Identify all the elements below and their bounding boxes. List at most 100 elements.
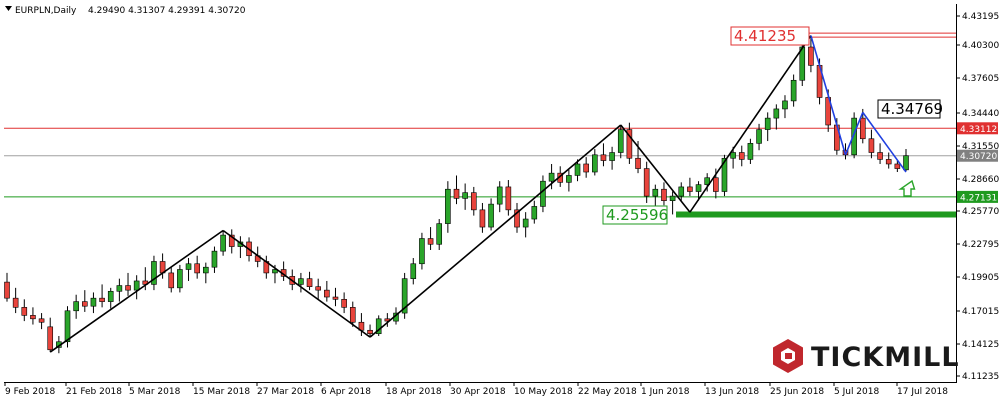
bull-candle [764,117,771,130]
y-tick-label: 4.40300 [962,41,999,51]
bear-candle [324,289,330,298]
y-tick-label: 4.28660 [962,175,999,185]
bear-candle [4,281,10,299]
y-tick-label: 4.22795 [962,240,999,250]
bear-candle [626,129,633,159]
x-tick-label: 25 Jun 2018 [770,387,824,397]
candles [4,35,909,354]
bull-candle [695,184,702,192]
bull-candle [151,261,157,285]
bear-candle [81,301,88,307]
price-level-box-label: 4.33112 [960,125,997,135]
bear-candle [453,188,460,199]
x-tick-label: 1 Jun 2018 [641,387,690,397]
bear-candle [687,186,693,192]
bear-candle [643,168,650,197]
bear-candle [21,307,28,316]
price-level-box-label: 4.30720 [960,152,997,162]
y-tick-label: 4.17015 [962,307,999,317]
bear-candle [894,163,901,169]
bull-candle [203,266,209,274]
bear-candle [47,326,54,351]
y-tick-label: 4.25770 [962,207,999,217]
bull-candle [574,163,581,176]
zigzag-lines [49,35,907,353]
bull-candle [548,172,555,182]
y-tick-label: 4.43195 [962,12,999,22]
x-tick-label: 17 Jul 2018 [897,387,948,397]
bull-candle [704,177,710,185]
time-axis: 9 Feb 2018 21 Feb 2018 5 Mar 2018 15 Mar 20… [4,382,948,397]
bear-candle [12,297,19,308]
bear-candle [600,154,607,161]
bear-candle [315,286,321,291]
zigzag-segment [810,35,847,156]
chart-header: EURPLN,Daily 4.29490 4.31307 4.29391 4.3… [5,6,246,16]
bear-candle [868,138,875,153]
price-level-box [957,190,998,203]
bear-candle [349,307,356,323]
x-tick-label: 5 Jul 2018 [834,387,879,397]
bear-candle [367,329,373,335]
bear-candle [885,159,892,165]
price-axis: 4.43195 4.40300 4.37605 4.34440 4.31550 4.286… [956,12,999,382]
bull-candle [592,154,598,173]
bull-candle [375,318,382,335]
price-level-box [957,149,998,162]
bull-candle [133,280,140,291]
bull-candle [782,100,788,110]
price-annotation-label: 4.34769 [881,100,943,118]
bull-candle [609,152,615,161]
price-annotation-label: 4.41235 [734,27,796,45]
price-annotation-box [602,205,668,225]
bear-candle [505,186,512,211]
bear-candle [738,152,745,160]
y-tick-label: 4.11235 [962,372,999,382]
bull-candle [410,263,417,279]
x-tick-label: 21 Feb 2018 [66,387,122,397]
bear-candle [228,234,235,247]
price-annotations: 4.41235 4.34769 4.25596 [602,26,943,225]
bull-candle [462,192,468,199]
bull-candle [617,129,624,153]
x-tick-label: 18 Apr 2018 [386,387,442,397]
bull-candle [220,234,226,252]
y-tick-label: 4.34440 [962,109,999,119]
bull-candle [436,223,443,245]
bull-candle [790,79,797,102]
price-level-box-label: 4.27131 [960,193,997,203]
bull-candle [64,310,71,343]
price-level-box [957,122,998,135]
zigzag-segment [844,112,864,156]
bull-candle [851,117,857,156]
bull-candle [566,175,572,183]
bear-candle [661,188,667,201]
bear-candle [877,152,883,160]
bull-candle [488,203,494,228]
bull-candle [522,218,529,228]
bull-candle [496,186,503,205]
bull-candle [298,278,304,285]
bull-candle [903,155,909,171]
bear-candle [808,46,814,66]
bear-candle [479,209,486,228]
support-zone-band [676,211,956,218]
bull-candle [419,238,425,265]
bull-candle [401,278,408,314]
bear-candle [306,278,313,287]
bear-candle [427,238,434,245]
price-annotation-label: 4.25596 [606,206,668,224]
bear-candle [332,296,339,300]
zigzag-segment [862,111,907,173]
bull-candle [90,297,97,307]
bear-candle [470,192,477,211]
bear-candle [635,157,641,169]
bull-candle [211,250,218,268]
horizontal-levels [4,32,956,218]
x-tick-label: 13 Jun 2018 [705,387,759,397]
x-tick-label: 22 May 2018 [578,387,637,397]
bull-candle [272,269,278,274]
bull-candle [756,129,762,144]
